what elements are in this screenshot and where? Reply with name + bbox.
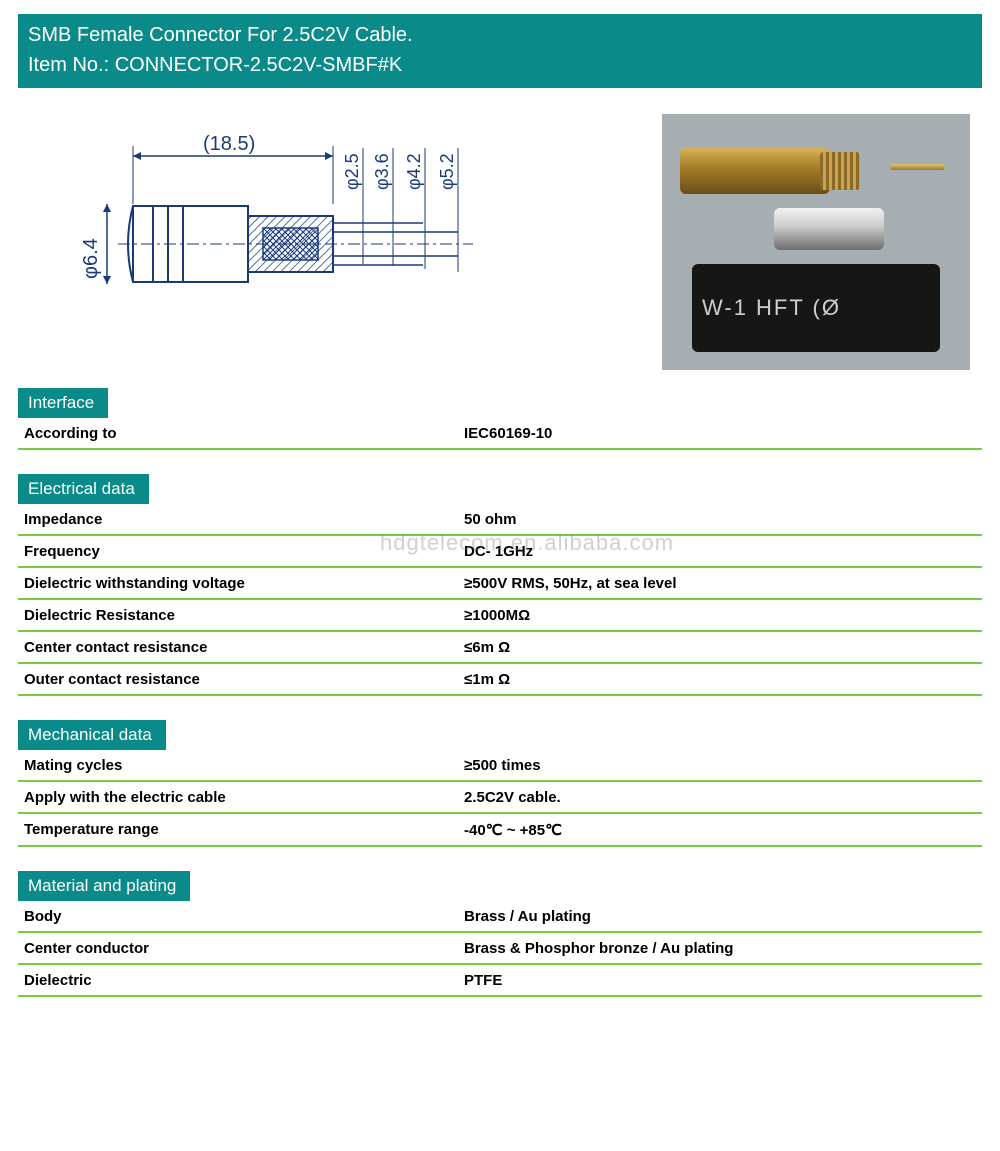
section-title: Electrical data (18, 474, 149, 504)
spec-label: Temperature range (24, 821, 464, 839)
spec-row: DielectricPTFE (18, 965, 982, 997)
section-title: Material and plating (18, 871, 190, 901)
spec-value: ≥1000MΩ (464, 607, 982, 624)
spec-label: Center contact resistance (24, 639, 464, 656)
diagram-svg: (18.5) φ6.4 (63, 124, 523, 324)
photo-connector-body (680, 148, 830, 194)
svg-text:φ2.5: φ2.5 (342, 153, 362, 190)
technical-diagram: (18.5) φ6.4 (63, 124, 622, 364)
spec-row: Apply with the electric cable2.5C2V cabl… (18, 782, 982, 814)
section-gap (18, 847, 982, 863)
spec-row: Mating cycles≥500 times (18, 750, 982, 782)
spec-row: Temperature range-40℃ ~ +85℃ (18, 814, 982, 847)
svg-text:φ5.2: φ5.2 (437, 153, 457, 190)
spec-value: DC- 1GHz (464, 543, 982, 560)
header-line-1: SMB Female Connector For 2.5C2V Cable. (28, 20, 972, 50)
spec-row: Center conductorBrass & Phosphor bronze … (18, 933, 982, 965)
spec-label: Dielectric (24, 972, 464, 989)
svg-text:(18.5): (18.5) (203, 133, 255, 155)
spec-value: ≥500 times (464, 757, 982, 774)
spec-value: -40℃ ~ +85℃ (464, 821, 982, 839)
photo-heatshrink-tube: W-1 HFT (Ø (692, 264, 940, 352)
section-gap (18, 997, 982, 1013)
spec-row: Dielectric withstanding voltage≥500V RMS… (18, 568, 982, 600)
svg-text:φ3.6: φ3.6 (372, 153, 392, 190)
spec-value: ≥500V RMS, 50Hz, at sea level (464, 575, 982, 592)
spec-row: Center contact resistance≤6m Ω (18, 632, 982, 664)
spec-row: FrequencyDC- 1GHz (18, 536, 982, 568)
spec-value: 2.5C2V cable. (464, 789, 982, 806)
spec-label: According to (24, 425, 464, 442)
spec-label: Impedance (24, 511, 464, 528)
spec-label: Body (24, 908, 464, 925)
spec-row: According toIEC60169-10 (18, 418, 982, 450)
section-title: Interface (18, 388, 108, 418)
datasheet-page: SMB Female Connector For 2.5C2V Cable. I… (0, 0, 1000, 1027)
photo-center-pin (890, 164, 945, 170)
section-gap (18, 696, 982, 712)
spec-row: Impedance50 ohm (18, 504, 982, 536)
section-title: Mechanical data (18, 720, 166, 750)
spec-value: PTFE (464, 972, 982, 989)
image-row: (18.5) φ6.4 (18, 96, 982, 380)
spec-label: Dielectric withstanding voltage (24, 575, 464, 592)
product-photo: W-1 HFT (Ø (662, 114, 970, 370)
spec-label: Apply with the electric cable (24, 789, 464, 806)
spec-label: Dielectric Resistance (24, 607, 464, 624)
spec-value: Brass & Phosphor bronze / Au plating (464, 940, 982, 957)
header-box: SMB Female Connector For 2.5C2V Cable. I… (18, 14, 982, 88)
spec-row: Outer contact resistance≤1m Ω (18, 664, 982, 696)
spec-value: IEC60169-10 (464, 425, 982, 442)
spec-value: ≤6m Ω (464, 639, 982, 656)
svg-text:φ6.4: φ6.4 (80, 238, 102, 279)
spec-label: Mating cycles (24, 757, 464, 774)
photo-crimp-sleeve (774, 208, 884, 250)
spec-label: Outer contact resistance (24, 671, 464, 688)
spec-sections: InterfaceAccording toIEC60169-10Electric… (18, 380, 982, 1013)
spec-value: ≤1m Ω (464, 671, 982, 688)
spec-row: BodyBrass / Au plating (18, 901, 982, 933)
spec-value: 50 ohm (464, 511, 982, 528)
spec-row: Dielectric Resistance≥1000MΩ (18, 600, 982, 632)
svg-text:φ4.2: φ4.2 (404, 153, 424, 190)
spec-value: Brass / Au plating (464, 908, 982, 925)
spec-label: Center conductor (24, 940, 464, 957)
section-gap (18, 450, 982, 466)
header-line-2: Item No.: CONNECTOR-2.5C2V-SMBF#K (28, 50, 972, 80)
spec-label: Frequency (24, 543, 464, 560)
